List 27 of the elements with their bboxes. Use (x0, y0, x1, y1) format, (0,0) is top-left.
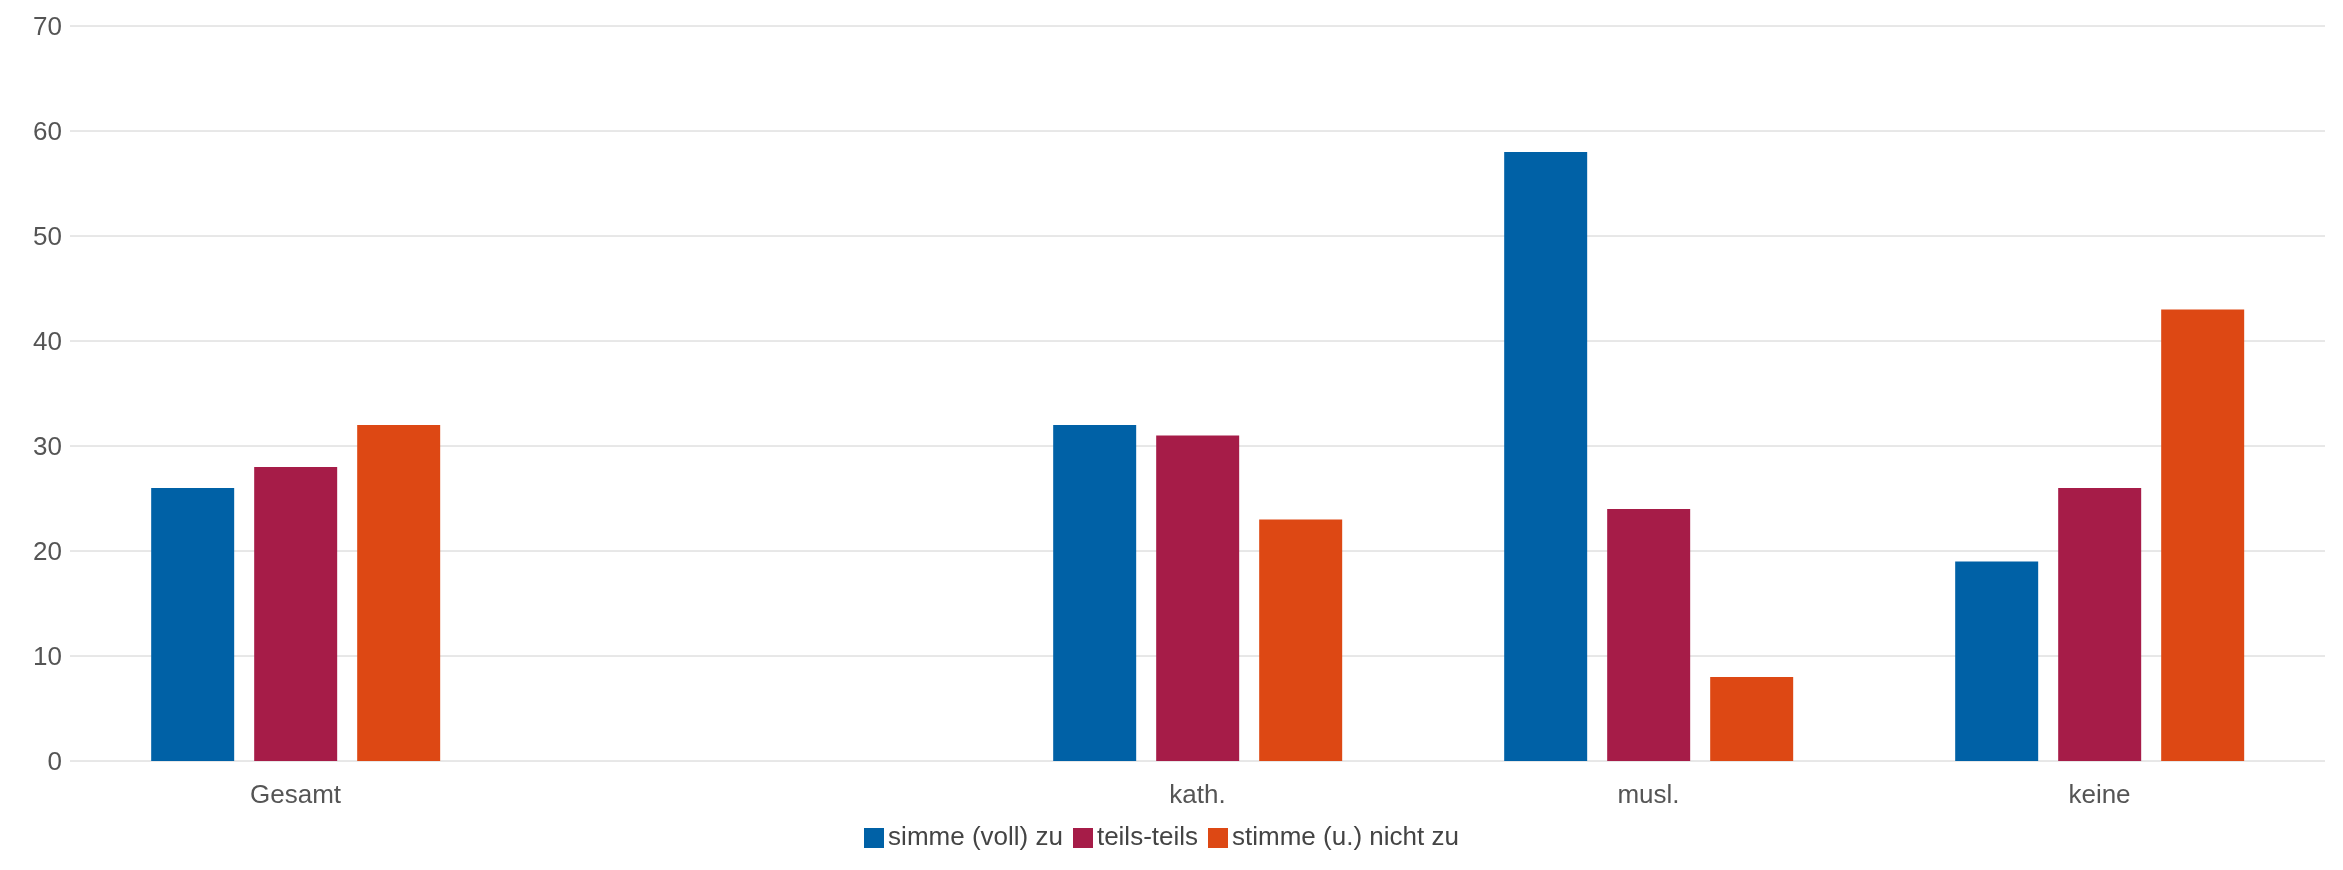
y-tick-label: 20 (33, 536, 62, 567)
y-tick-label: 50 (33, 221, 62, 252)
x-tick-label: Gesamt (249, 779, 342, 810)
bar (2161, 309, 2245, 761)
x-tick-label: musl. (1617, 779, 1680, 810)
bar (1053, 425, 1137, 761)
bar (1156, 435, 1240, 761)
bar (357, 425, 441, 761)
x-tick-label: kath. (1169, 779, 1226, 810)
y-tick-label: 40 (33, 326, 62, 357)
y-tick-label: 30 (33, 431, 62, 462)
bar (1710, 677, 1794, 761)
y-tick-label: 10 (33, 641, 62, 672)
y-tick-label: 70 (33, 11, 62, 42)
y-tick-label: 0 (47, 746, 62, 777)
bar (2058, 488, 2142, 761)
bar (1607, 509, 1691, 761)
bar (1259, 519, 1343, 761)
bar (254, 467, 338, 761)
y-tick-label: 60 (33, 116, 62, 147)
x-tick-label: keine (2068, 779, 2131, 810)
legend-label: teils-teils (1096, 821, 1199, 851)
bar (1955, 561, 2039, 761)
bar (1504, 152, 1588, 761)
legend-label: simme (voll) zu (888, 821, 1063, 851)
legend-label: stimme (u.) nicht zu (1232, 821, 1459, 851)
bar (151, 488, 235, 761)
